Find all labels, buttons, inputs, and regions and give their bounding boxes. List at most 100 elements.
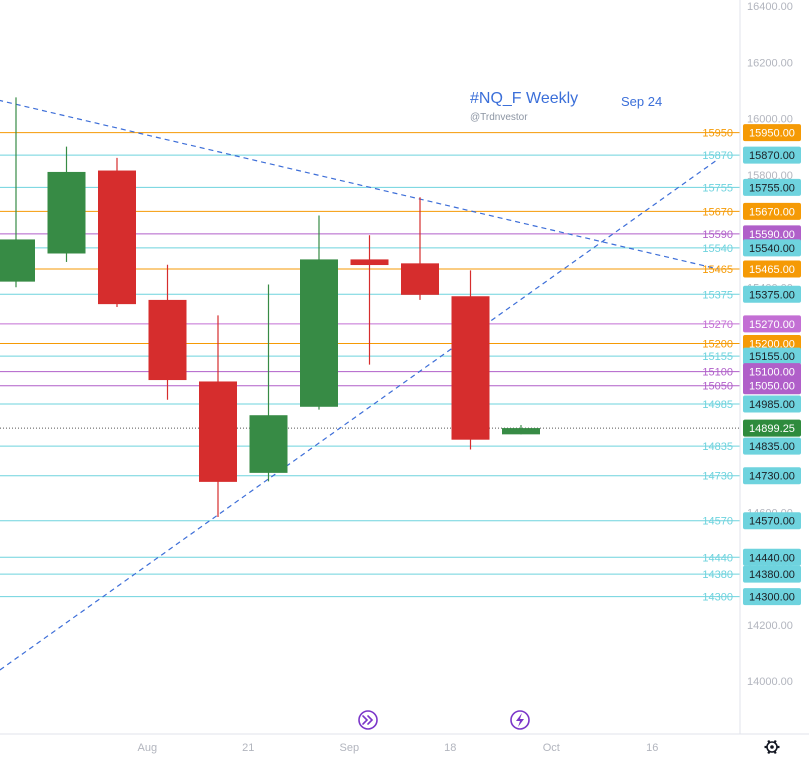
candle[interactable] <box>401 197 439 300</box>
level-tag: 14380.00 <box>743 565 801 583</box>
level-tag: 15540.00 <box>743 239 801 257</box>
x-tick-label: 18 <box>444 742 456 754</box>
candle-body <box>300 259 338 407</box>
level-label: 15950 <box>702 128 733 140</box>
level-tag: 15100.00 <box>743 363 801 381</box>
level-tag-text: 14985.00 <box>749 399 795 411</box>
level-tag: 15270.00 <box>743 315 801 333</box>
candle-body <box>199 381 237 482</box>
candle-body <box>148 299 187 381</box>
level-tag-bg <box>743 239 801 257</box>
y-tick-label: 15800.00 <box>747 170 793 182</box>
level-tag-bg <box>743 395 801 413</box>
lightning-icon[interactable] <box>510 710 530 730</box>
level-tag: 15950.00 <box>743 124 801 142</box>
candle[interactable] <box>502 425 540 435</box>
level-tag-bg <box>743 347 801 365</box>
level-tag-bg <box>743 588 801 606</box>
current-price-tag-bg <box>743 419 801 437</box>
y-tick-label: 16200.00 <box>747 57 793 69</box>
level-tag-text: 15950.00 <box>749 128 795 140</box>
level-tag-bg <box>743 363 801 381</box>
candle[interactable] <box>47 146 86 262</box>
level-label: 15050 <box>702 381 733 393</box>
candle-body <box>502 428 540 435</box>
level-tag-text: 15100.00 <box>749 367 795 379</box>
chart-subtitle: @Trdnvestor <box>470 112 528 123</box>
level-tag-bg <box>743 124 801 142</box>
level-tag-text: 15465.00 <box>749 264 795 276</box>
candle[interactable] <box>199 315 237 518</box>
level-tag: 15155.00 <box>743 347 801 365</box>
candle[interactable] <box>249 284 288 482</box>
level-tag: 15590.00 <box>743 225 801 243</box>
time-axis[interactable]: 17Aug21Sep18Oct16 <box>0 733 809 764</box>
level-label: 14985 <box>702 399 733 411</box>
level-tag-text: 14570.00 <box>749 516 795 528</box>
level-label: 14730 <box>702 471 733 483</box>
level-tag-text: 14440.00 <box>749 552 795 564</box>
candle-body <box>0 239 35 282</box>
level-label: 15590 <box>702 229 733 241</box>
level-tag-text: 15155.00 <box>749 351 795 363</box>
level-tag: 15670.00 <box>743 202 801 220</box>
level-label: 15870 <box>702 150 733 162</box>
level-tag-bg <box>743 146 801 164</box>
level-label: 15270 <box>702 319 733 331</box>
candle-body <box>98 170 136 305</box>
level-label: 15755 <box>702 182 733 194</box>
level-tag-bg <box>743 315 801 333</box>
level-tag-bg <box>743 565 801 583</box>
candle[interactable] <box>300 215 338 410</box>
level-tag: 14570.00 <box>743 512 801 530</box>
level-tag: 15465.00 <box>743 260 801 278</box>
price-axis[interactable]: 16400.0016200.0016000.0015800.0015600.00… <box>739 0 809 764</box>
level-label: 15200 <box>702 339 733 351</box>
level-tag-bg <box>743 202 801 220</box>
level-label: 14300 <box>702 592 733 604</box>
candle[interactable] <box>0 97 35 288</box>
level-label: 15375 <box>702 289 733 301</box>
level-label: 15155 <box>702 351 733 363</box>
level-tag-text: 15375.00 <box>749 289 795 301</box>
level-label: 15670 <box>702 206 733 218</box>
y-tick-label: 14200.00 <box>747 620 793 632</box>
date-label: Sep 24 <box>621 94 662 109</box>
level-tag-bg <box>743 467 801 485</box>
current-price-tag-text: 14899.25 <box>749 423 795 435</box>
gear-icon[interactable] <box>764 739 780 755</box>
candle-body <box>401 263 439 295</box>
double-chevron-right-icon[interactable] <box>358 710 378 730</box>
level-tag-bg <box>743 512 801 530</box>
candle[interactable] <box>451 270 490 450</box>
level-tag: 15375.00 <box>743 285 801 303</box>
level-tag-text: 15200.00 <box>749 339 795 351</box>
x-tick-label: Aug <box>138 742 158 754</box>
candle[interactable] <box>98 157 136 307</box>
level-tag-bg <box>743 377 801 395</box>
candle[interactable] <box>350 235 389 365</box>
level-tag-text: 15670.00 <box>749 206 795 218</box>
level-tag-text: 14730.00 <box>749 471 795 483</box>
level-tag-text: 15270.00 <box>749 319 795 331</box>
level-tag: 14835.00 <box>743 437 801 455</box>
candle[interactable] <box>148 264 187 400</box>
level-tag: 14730.00 <box>743 467 801 485</box>
level-tag: 15870.00 <box>743 146 801 164</box>
y-tick-label: 16000.00 <box>747 114 793 126</box>
x-tick-label: Oct <box>543 742 560 754</box>
level-tag: 14440.00 <box>743 548 801 566</box>
level-tag-text: 15590.00 <box>749 229 795 241</box>
current-price-tag: 14899.25 <box>743 419 801 437</box>
x-tick-label: 21 <box>242 742 254 754</box>
level-tag-text: 15755.00 <box>749 182 795 194</box>
plot-area[interactable]: 15950 15870 15755 15670 15590 15540 15465 15375… <box>0 96 740 691</box>
chart-title: #NQ_F Weekly <box>470 90 578 107</box>
x-tick-label: Sep <box>340 742 360 754</box>
y-tick-label: 14000.00 <box>747 676 793 688</box>
candle-body <box>47 171 86 254</box>
candle-body <box>249 415 288 473</box>
trendline[interactable] <box>0 96 719 270</box>
level-label: 14380 <box>702 569 733 581</box>
